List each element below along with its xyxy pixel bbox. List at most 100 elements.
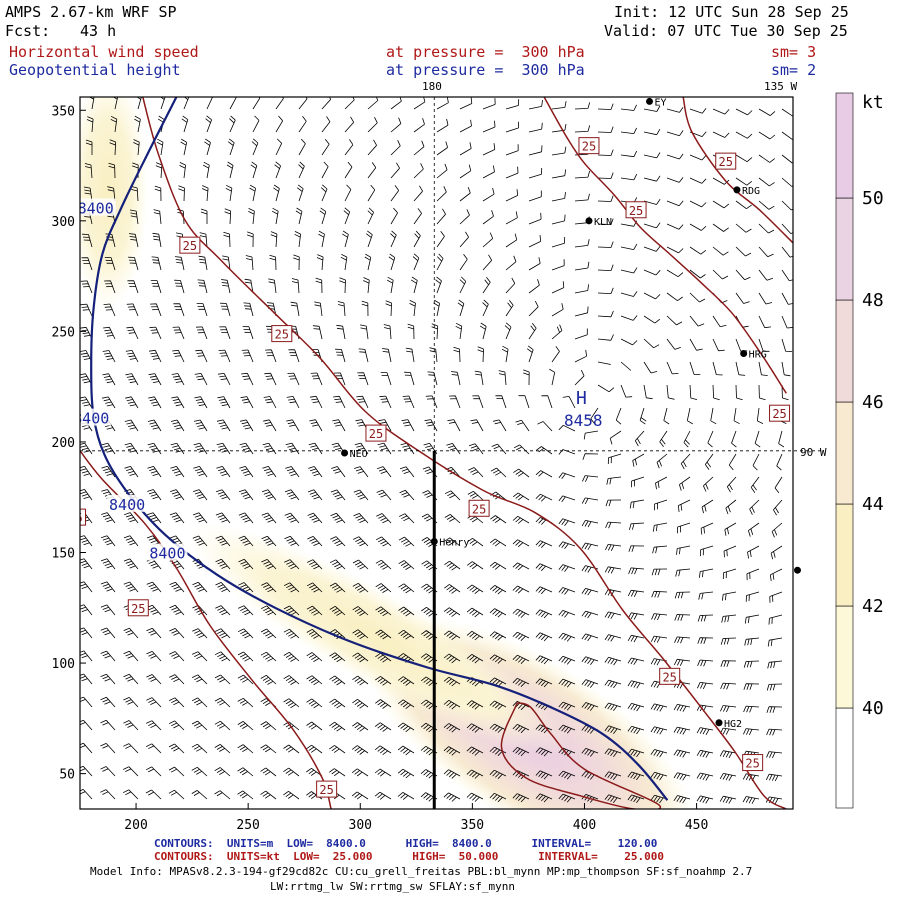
wind-barb [397,768,415,779]
wind-barb [390,207,398,225]
wind-barb [293,254,300,271]
wind-barb [290,301,300,317]
wind-barb [735,223,752,233]
wind-barb [505,255,517,271]
wind-barb [298,97,308,110]
wind-barb [747,545,760,559]
wind-barb [245,255,254,271]
wind-barb [146,512,162,524]
wind-barb [398,606,415,617]
wind-barb [351,791,369,800]
wind-barb [260,744,277,754]
wind-barb [168,743,185,754]
wind-barb [364,253,372,271]
height-contour-label: 8400 [109,496,145,514]
wind-barb [482,276,491,294]
y-tick-label: 350 [52,104,75,119]
wind-barb [781,154,793,164]
wind-barb [283,767,300,777]
wind-barb [353,513,369,524]
wind-barb [558,793,576,803]
wind-barb [377,466,392,478]
height-contour-label: 8400 [78,200,114,218]
wind-barb [243,302,254,317]
wind-barb [609,430,622,445]
wind-barb [620,384,633,398]
wind-barb [620,127,637,134]
wind-barb [604,566,622,574]
wind-barb [316,254,324,271]
wind-barb [329,582,346,593]
wind-barb [181,115,189,133]
wind-barb [698,591,714,600]
valid-time: Valid: 07 UTC Tue 30 Sep 25 [604,22,848,40]
wind-barb [261,512,277,524]
wind-barb [129,209,139,225]
wind-barb [436,97,449,110]
wind-barb [214,744,231,754]
wind-barb [597,149,614,156]
wind-barb [226,161,234,179]
wind-barb [721,614,737,623]
wind-barb [149,326,162,340]
wind-barb [466,746,484,756]
wind-barb [146,720,162,731]
wind-barb [749,499,760,515]
wind-barb [214,651,231,662]
wind-barb [80,650,93,662]
wind-barb [490,491,507,501]
wind-barb [758,338,770,352]
wind-barb [80,696,93,708]
wind-barb [489,585,507,595]
wind-barb [758,223,775,234]
wind-barb [321,116,331,133]
wind-barb [689,338,703,351]
wind-barb [558,518,576,527]
wind-barb [689,108,707,114]
wind-barb [444,537,461,547]
wind-barb [659,430,668,448]
wind-barb [643,175,661,182]
wind-barb [329,629,346,639]
wind-barb [332,419,346,432]
wind-barb [689,200,707,208]
wind-barb [735,200,752,210]
wind-barb [482,120,496,133]
wind-barb [551,146,567,156]
speed-contour-label: 25 [131,602,145,616]
wind-barb [191,674,208,685]
wind-barb [283,744,300,754]
wind-barb [306,721,323,731]
wind-barb [383,324,392,340]
wind-barb [361,300,369,317]
wind-barb [238,582,254,593]
wind-barb [329,768,346,777]
wind-barb [318,230,325,248]
wind-barb [191,697,208,708]
wind-barb [307,559,323,570]
wind-barb [459,209,470,225]
wind-barb [352,606,369,616]
wind-barb [489,561,507,570]
wind-barb [535,586,553,595]
wind-barb [643,128,661,136]
wind-barb [597,287,614,294]
wind-barb [666,338,681,350]
wind-barb [528,322,537,340]
wind-barb [535,470,553,478]
wind-barb [512,677,530,687]
colorbar-tick-50: 50 [862,188,884,209]
wind-barb [627,748,645,758]
wind-barb [123,627,139,639]
wind-barb [420,676,438,687]
wind-barb [215,512,231,524]
wind-barb [333,395,346,409]
wind-barb [447,419,461,432]
wind-barb [444,490,461,501]
colorbar-band-1 [835,605,854,709]
wind-barb [152,232,162,248]
wind-barb [528,212,542,225]
wind-barb [528,235,542,248]
wind-barb [677,499,691,512]
wind-barb [650,658,668,666]
